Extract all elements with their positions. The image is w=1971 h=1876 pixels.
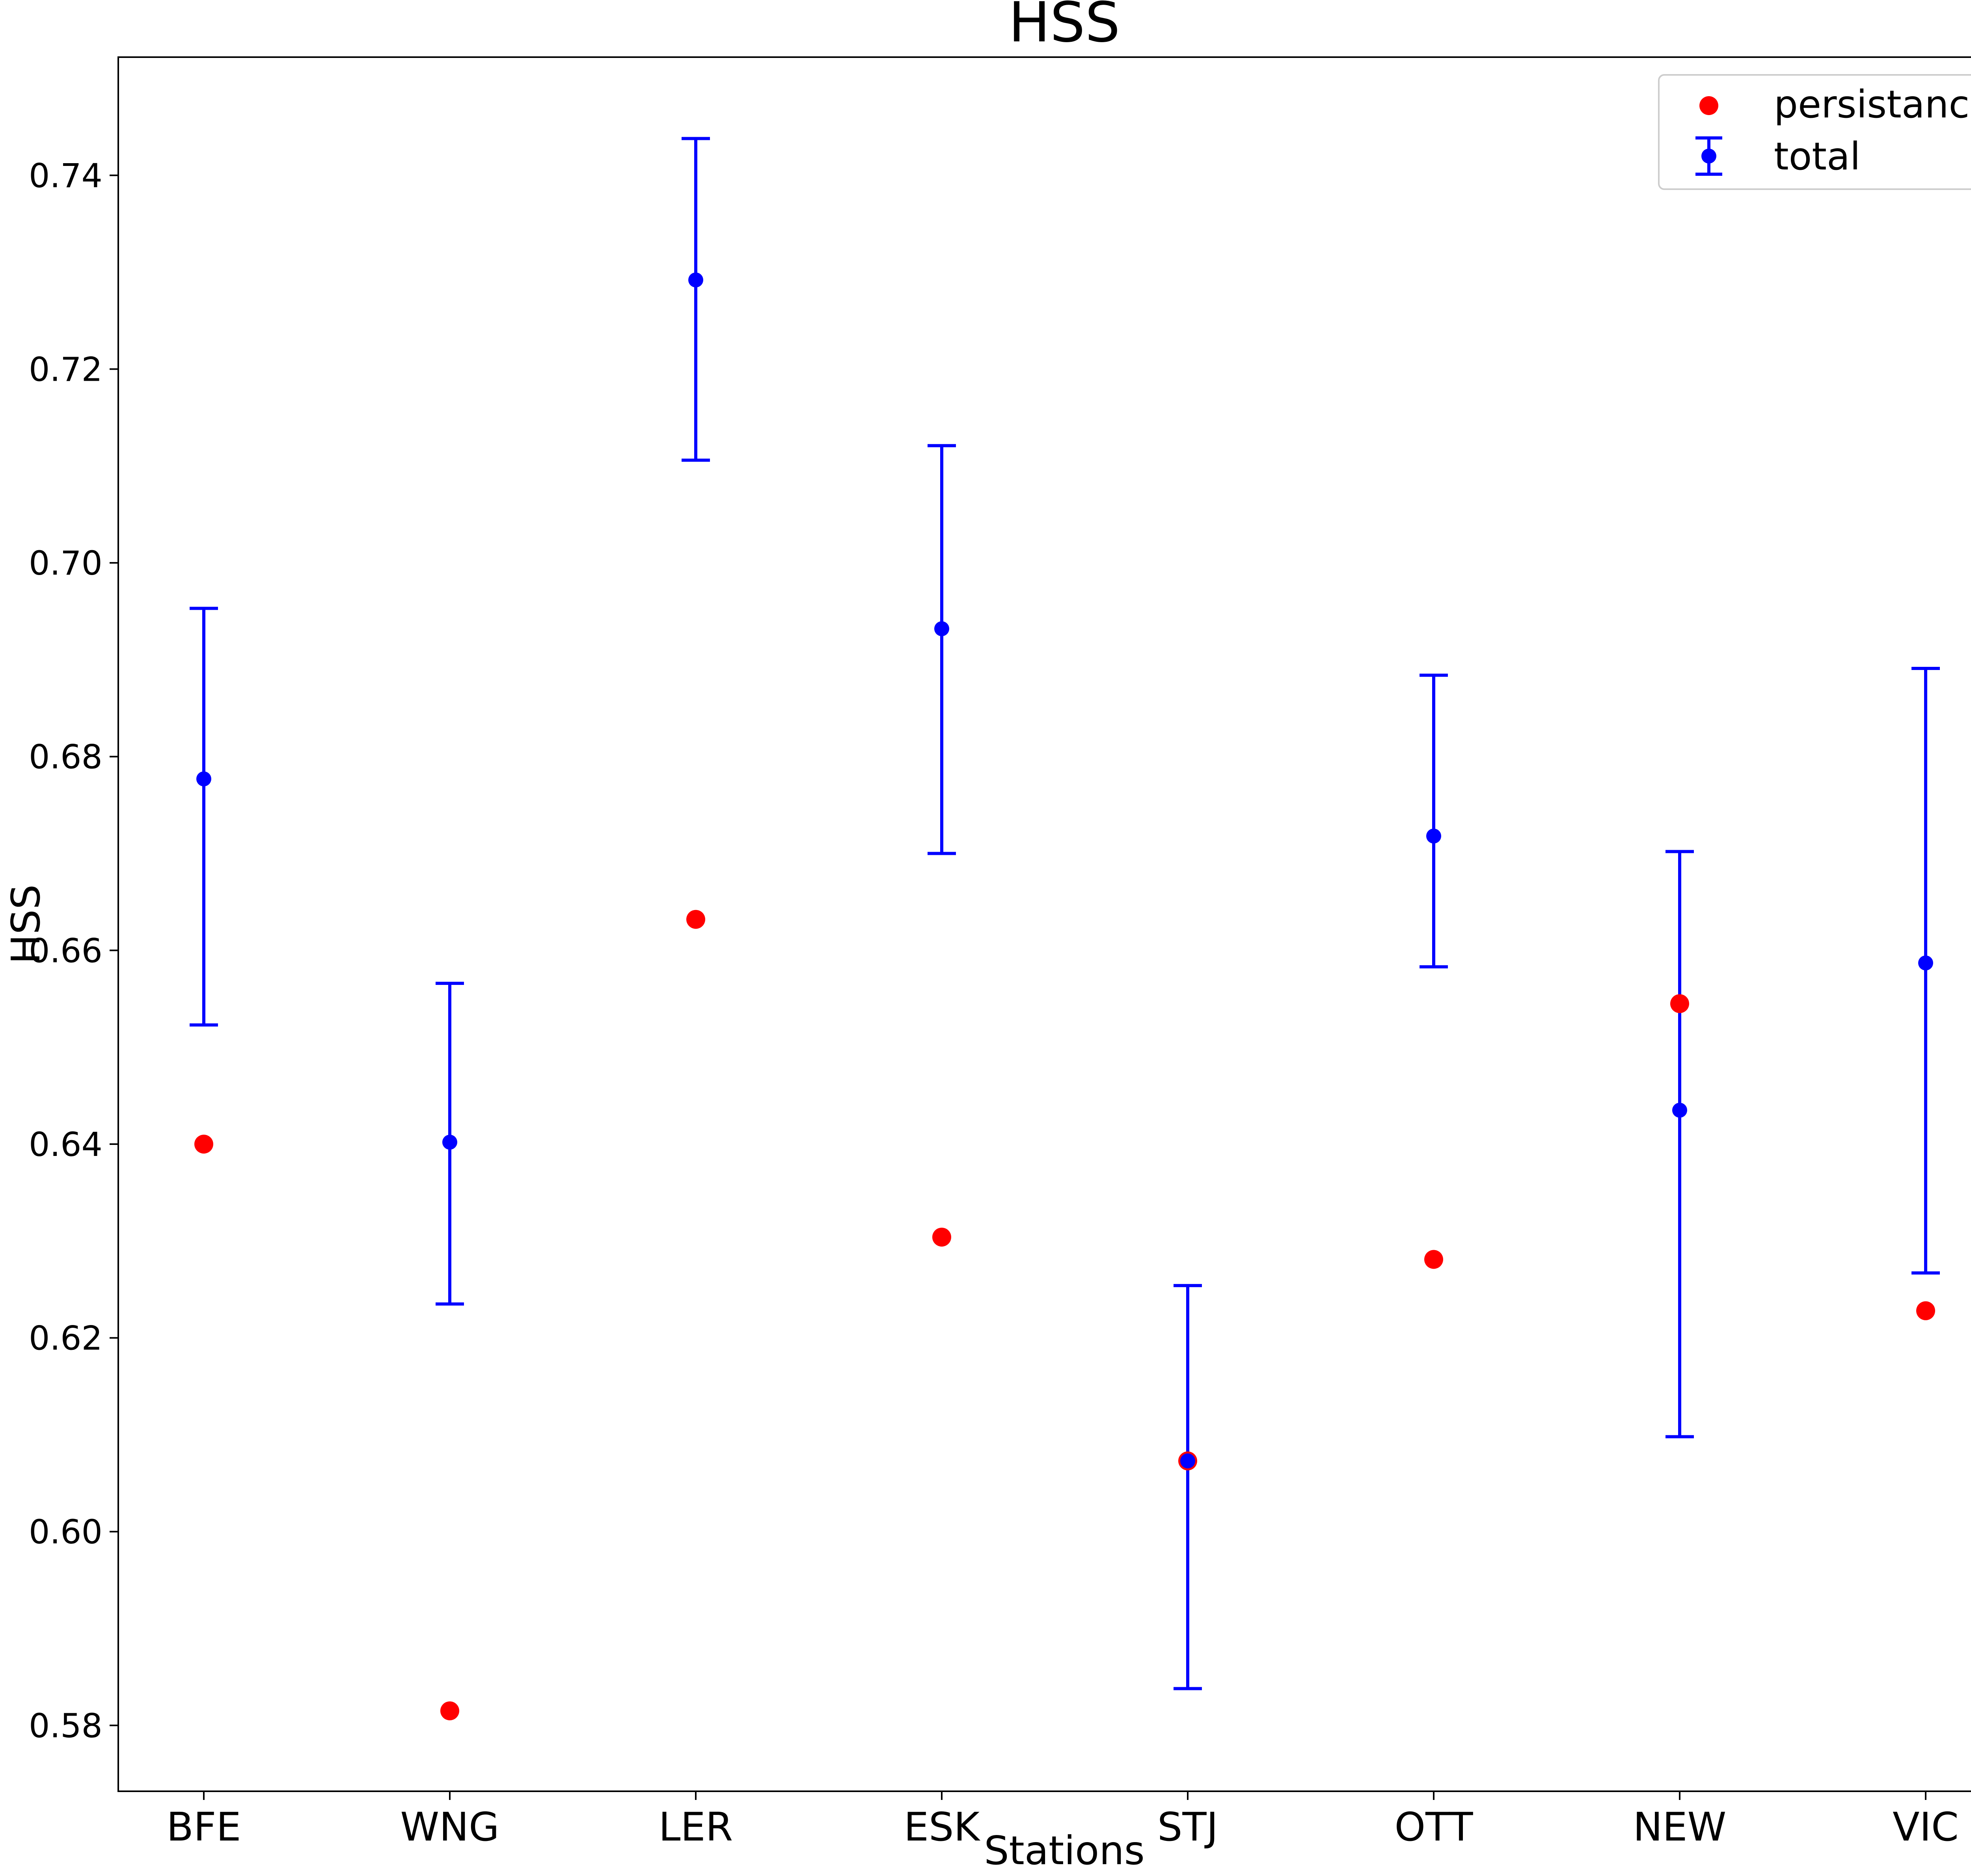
legend-marker-total-dot: [1701, 149, 1716, 164]
persistance-point-esk: [932, 1227, 951, 1247]
total-point-bfe: [196, 771, 211, 787]
legend-label-persistance: persistance: [1774, 82, 1971, 127]
y-axis-label: HSS: [3, 884, 49, 964]
total-point-new: [1672, 1102, 1687, 1118]
total-point-wng: [442, 1135, 457, 1150]
x-axis: BFE WNG LER ESK STJ OTT NEW VIC: [166, 1791, 1959, 1850]
y-tick-label: 0.62: [29, 1319, 102, 1358]
total-point-esk: [934, 621, 949, 636]
x-axis-label: Stations: [984, 1828, 1145, 1874]
x-tick-label-wng: WNG: [400, 1804, 499, 1850]
y-tick-label: 0.58: [29, 1707, 102, 1745]
plot-area-frame: [117, 56, 1971, 1792]
y-axis: 0.58 0.60 0.62 0.64 0.66 0.68 0.70 0.72 0.74: [29, 156, 118, 1745]
y-tick-label: 0.74: [29, 156, 102, 195]
y-tick-label: 0.64: [29, 1125, 102, 1164]
x-tick-label-ott: OTT: [1394, 1804, 1473, 1850]
legend-label-total: total: [1774, 134, 1861, 179]
x-tick-label-ler: LER: [659, 1804, 733, 1850]
chart-title: HSS: [1008, 0, 1120, 55]
y-tick-label: 0.72: [29, 350, 102, 389]
total-point-vic: [1918, 955, 1933, 971]
persistance-point-bfe: [194, 1134, 213, 1154]
y-tick-label: 0.60: [29, 1513, 102, 1551]
y-tick-label: 0.66: [29, 931, 102, 970]
legend-marker-persistance: [1699, 96, 1718, 115]
y-tick-label: 0.70: [29, 544, 102, 583]
x-tick-label-bfe: BFE: [166, 1804, 241, 1850]
persistance-point-wng: [440, 1701, 459, 1720]
total-point-ott: [1426, 828, 1441, 844]
persistance-point-new: [1670, 994, 1689, 1013]
x-tick-label-stj: STJ: [1157, 1804, 1218, 1850]
x-tick-label-new: NEW: [1633, 1804, 1727, 1850]
persistance-point-vic: [1916, 1301, 1935, 1320]
persistance-point-ott: [1424, 1250, 1443, 1269]
data-points: [194, 272, 1935, 1720]
x-tick-label-vic: VIC: [1893, 1804, 1959, 1850]
persistance-point-ler: [686, 910, 705, 929]
total-point-stj: [1180, 1453, 1195, 1468]
legend: persistance total: [1658, 74, 1971, 190]
total-point-ler: [688, 272, 703, 288]
x-tick-label-esk: ESK: [904, 1804, 981, 1850]
legend-box: [1658, 74, 1971, 190]
y-tick-label: 0.68: [29, 738, 102, 776]
